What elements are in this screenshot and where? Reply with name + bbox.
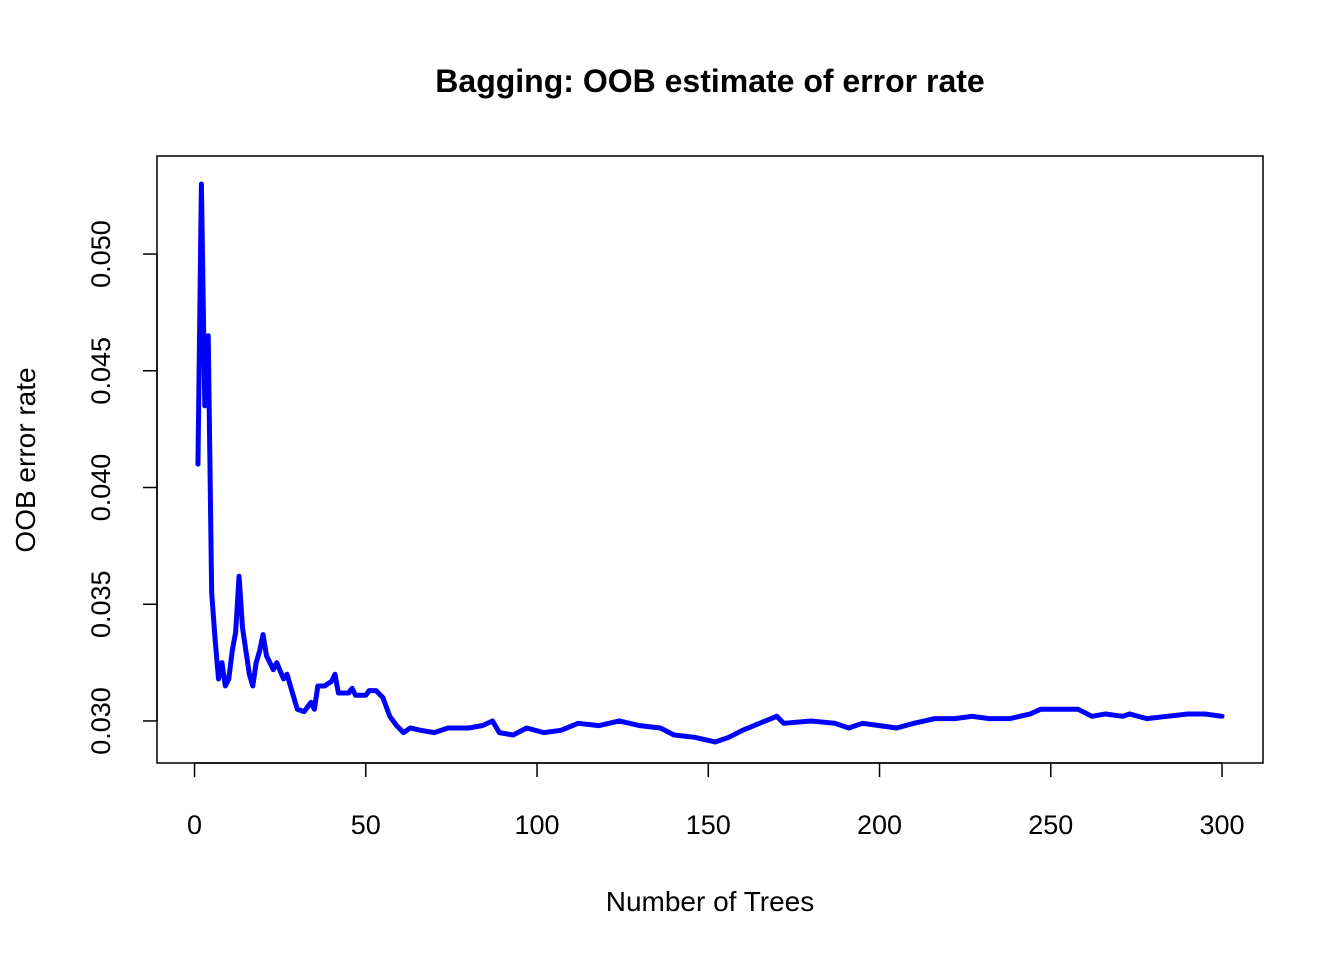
x-tick-label: 200 [857,810,902,840]
x-tick-label: 250 [1028,810,1073,840]
x-tick-label: 100 [515,810,560,840]
x-tick-label: 150 [686,810,731,840]
chart-title: Bagging: OOB estimate of error rate [435,63,984,99]
y-tick-label: 0.045 [86,337,116,405]
x-tick-label: 300 [1200,810,1245,840]
x-axis-label: Number of Trees [606,886,815,917]
y-axis-label: OOB error rate [10,367,41,552]
y-tick-label: 0.040 [86,454,116,522]
line-series [195,181,1225,745]
x-tick-label: 50 [351,810,381,840]
y-tick-label: 0.030 [86,687,116,755]
x-tick-label: 0 [187,810,202,840]
y-tick-label: 0.050 [86,220,116,288]
y-tick-label: 0.035 [86,570,116,638]
